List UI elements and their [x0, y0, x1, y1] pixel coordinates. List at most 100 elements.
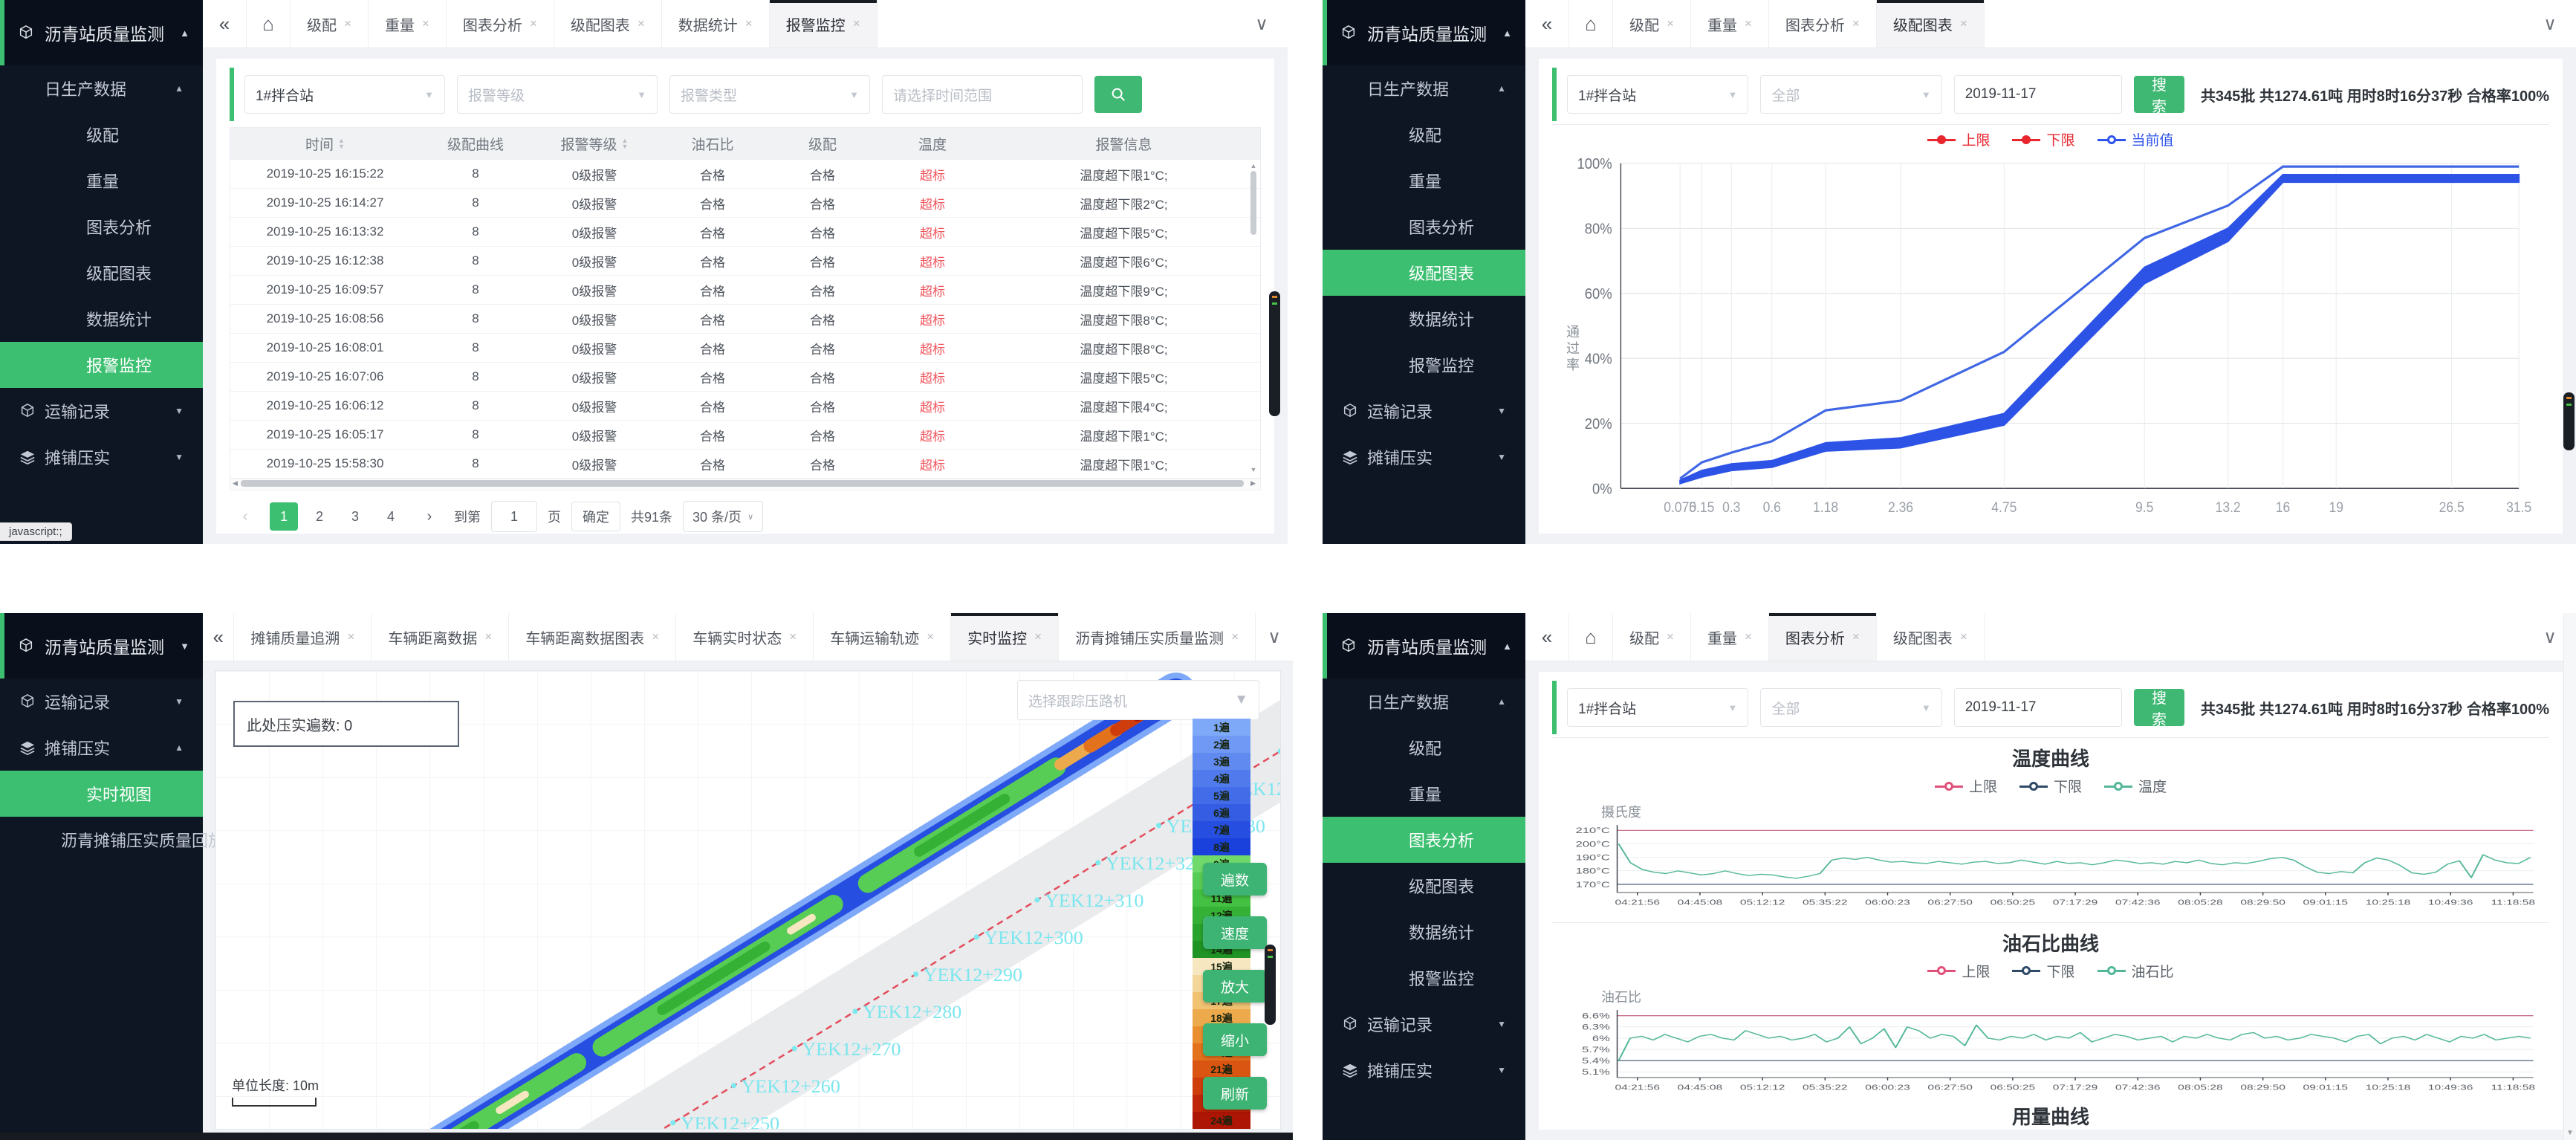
tab[interactable]: 沥青摊铺压实质量监测 × [1059, 613, 1256, 661]
tab-close-icon[interactable]: × [1231, 629, 1239, 644]
tab-close-icon[interactable]: × [484, 629, 493, 644]
tab[interactable]: 级配图表 × [1876, 0, 1985, 48]
date-input[interactable]: 2019-11-17 [1953, 688, 2123, 727]
map-tool-button[interactable]: 放大 [1203, 970, 1267, 1003]
page-number-button[interactable]: 1 [270, 502, 298, 531]
alarm-type-select[interactable]: 报警类型 ▼ [669, 75, 870, 114]
collapse-sidebar-icon[interactable]: « [1525, 613, 1569, 661]
search-button[interactable] [1094, 76, 1142, 113]
next-page-button[interactable]: › [426, 508, 432, 525]
scroll-up-icon[interactable]: ▲ [1250, 162, 1257, 169]
table-header-cell[interactable]: 报警信息 ▲▼ [1095, 137, 1152, 153]
scroll-down-icon[interactable]: ▼ [1250, 466, 1257, 473]
legend-item[interactable]: 当前值 [2097, 129, 2174, 149]
search-button[interactable]: 搜索 [2134, 689, 2184, 728]
tab[interactable]: 图表分析 × [447, 0, 554, 48]
sidebar-item[interactable]: 摊铺压实 ▼ [1323, 1047, 1525, 1093]
sidebar-item[interactable]: 报警监控 [1409, 970, 1475, 988]
tab-close-icon[interactable]: × [529, 16, 537, 30]
chevron-down-icon[interactable]: ∨ [1268, 626, 1281, 647]
chevron-down-icon[interactable]: ∨ [1255, 13, 1268, 34]
tab-close-icon[interactable]: × [1959, 16, 1967, 30]
collapse-sidebar-icon[interactable]: « [203, 613, 235, 661]
table-row[interactable]: 2019-10-25 16:14:27 8 0级报警 合格 合格 超标 温度超下… [230, 188, 1260, 217]
table-header-cell[interactable]: 级配曲线 ▲▼ [447, 137, 504, 153]
table-row[interactable]: 2019-10-25 16:08:56 8 0级报警 合格 合格 超标 温度超下… [230, 304, 1260, 333]
home-icon[interactable]: ⌂ [1569, 0, 1613, 48]
alarm-level-select[interactable]: 报警等级 ▼ [457, 75, 658, 114]
sidebar-item[interactable]: 报警监控 [1409, 357, 1475, 375]
table-row[interactable]: 2019-10-25 16:07:06 8 0级报警 合格 合格 超标 温度超下… [230, 362, 1260, 391]
sidebar-item[interactable]: 摊铺压实 ▼ [0, 434, 203, 480]
table-row[interactable]: 2019-10-25 16:09:57 8 0级报警 合格 合格 超标 温度超下… [230, 275, 1260, 304]
station-select[interactable]: 1#拌合站 ▼ [1567, 688, 1749, 727]
sidebar-item[interactable]: 报警监控 [0, 342, 203, 388]
legend-item[interactable]: 下限 [2012, 961, 2075, 981]
sidebar-item[interactable]: 级配图表 [1323, 250, 1525, 296]
map-tool-button[interactable]: 刷新 [1203, 1077, 1267, 1110]
tab[interactable]: 级配 × [1613, 613, 1691, 661]
legend-item[interactable]: 下限 [2012, 129, 2075, 149]
table-row[interactable]: 2019-10-25 16:12:38 8 0级报警 合格 合格 超标 温度超下… [230, 246, 1260, 275]
tab-close-icon[interactable]: × [637, 16, 645, 30]
tab-close-icon[interactable]: × [744, 16, 753, 30]
prev-page-button[interactable]: ‹ [242, 508, 248, 525]
browser-scrollbar[interactable]: ▼ [2563, 613, 2576, 1140]
sidebar-item[interactable]: 级配 [1409, 739, 1442, 758]
search-button[interactable]: 搜索 [2134, 76, 2184, 115]
table-row[interactable]: 2019-10-25 16:13:32 8 0级报警 合格 合格 超标 温度超下… [230, 217, 1260, 246]
app-logo-row[interactable]: 沥青站质量监测 ▲ [1323, 613, 1525, 679]
minimap-scrollbar[interactable] [1265, 945, 1276, 1025]
sidebar-item[interactable]: 日生产数据 ▲ [1367, 693, 1506, 712]
tab[interactable]: 车辆运输轨迹 × [814, 613, 952, 661]
tab[interactable]: 报警监控 × [769, 0, 877, 48]
tab[interactable]: 数据统计 × [662, 0, 770, 48]
tab[interactable]: 级配 × [1613, 0, 1691, 48]
table-header-cell[interactable]: 油石比 ▲▼ [691, 137, 734, 153]
station-select[interactable]: 1#拌合站 ▼ [1567, 75, 1749, 114]
tab-close-icon[interactable]: × [852, 16, 860, 30]
table-row[interactable]: 2019-10-25 16:06:12 8 0级报警 合格 合格 超标 温度超下… [230, 391, 1260, 420]
table-horizontal-scrollbar[interactable]: ◀ ▶ [230, 479, 1261, 490]
app-logo-row[interactable]: 沥青站质量监测 ▲ [0, 0, 203, 65]
confirm-button[interactable]: 确定 [571, 502, 620, 531]
jump-page-input[interactable]: 1 [491, 501, 537, 532]
tab-close-icon[interactable]: × [789, 629, 797, 644]
tab-close-icon[interactable]: × [1034, 629, 1042, 644]
home-icon[interactable]: ⌂ [247, 0, 291, 48]
map-tool-button[interactable]: 遍数 [1203, 863, 1267, 896]
collapse-sidebar-icon[interactable]: « [1525, 0, 1569, 48]
tab-close-icon[interactable]: × [1744, 16, 1752, 30]
sidebar-item[interactable]: 数据统计 [1409, 311, 1475, 329]
table-header-cell[interactable]: 温度 ▲▼ [918, 137, 947, 153]
sidebar-item[interactable]: 日生产数据 ▲ [45, 80, 184, 99]
tab-close-icon[interactable]: × [421, 16, 429, 30]
tab-close-icon[interactable]: × [1852, 629, 1860, 644]
sort-icon[interactable]: ▲ ▼ [621, 137, 629, 150]
table-row[interactable]: 2019-10-25 16:05:17 8 0级报警 合格 合格 超标 温度超下… [230, 420, 1260, 449]
minimap-scrollbar[interactable] [2563, 392, 2575, 450]
sidebar-item[interactable]: 图表分析 [1323, 817, 1525, 863]
chevron-down-icon[interactable]: ∨ [2543, 13, 2557, 34]
tab[interactable]: 车辆距离数据图表 × [509, 613, 677, 661]
sidebar-item[interactable]: 摊铺压实 ▲ [0, 725, 203, 771]
sidebar-item[interactable]: 运输记录 ▼ [0, 679, 203, 725]
tab-close-icon[interactable]: × [1667, 629, 1674, 644]
minimap-scrollbar[interactable] [1269, 291, 1280, 416]
sidebar-item[interactable]: 运输记录 ▼ [1323, 388, 1525, 434]
sidebar-item[interactable]: 运输记录 ▼ [1323, 1001, 1525, 1047]
compaction-map[interactable]: YEK12+250 YEK12+260 YEK12+270 YEK12+280 YEK1… [215, 670, 1281, 1130]
time-range-input[interactable]: 请选择时间范围 [882, 75, 1083, 114]
app-logo-row[interactable]: 沥青站质量监测 ▲ [1323, 0, 1525, 65]
collapse-sidebar-icon[interactable]: « [203, 0, 247, 48]
sidebar-item[interactable]: 图表分析 [1409, 218, 1475, 237]
table-header-cell[interactable]: 报警等级 ▲ ▼ [560, 137, 629, 153]
tab[interactable]: 实时监控 × [951, 613, 1060, 661]
tab[interactable]: 车辆距离数据 × [372, 613, 510, 661]
sidebar-item[interactable]: 重量 [1409, 172, 1442, 191]
tab[interactable]: 车辆实时状态 × [676, 613, 814, 661]
scroll-left-icon[interactable]: ◀ [233, 479, 238, 487]
temperature-chart[interactable]: 210°C 200°C 190°C 180°C 170°C 04:21:56 04:45:0… [1552, 821, 2549, 912]
station-select[interactable]: 1#拌合站 ▼ [244, 75, 445, 114]
